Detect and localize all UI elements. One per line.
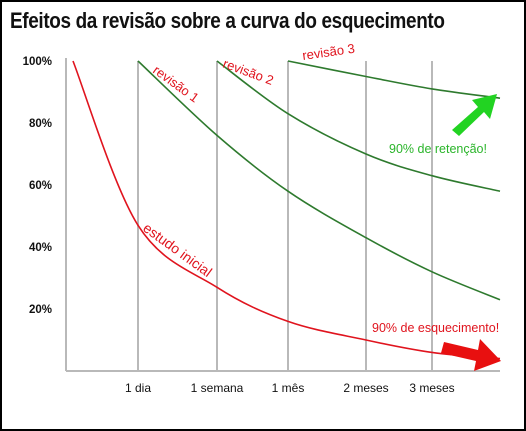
series-label-review-3: revisão 3 xyxy=(301,41,355,63)
x-tick-label-1: 1 semana xyxy=(191,381,244,395)
annotation-retention: 90% de retenção! xyxy=(389,142,487,156)
x-tick-label-2: 1 mês xyxy=(272,381,305,395)
series-label-initial: estudo inicial xyxy=(140,219,215,280)
y-tick-label-2: 60% xyxy=(29,180,52,192)
series-line-review-2 xyxy=(216,60,501,192)
x-tick-label-4: 3 meses xyxy=(409,381,454,395)
y-tick-label-1: 40% xyxy=(29,242,52,254)
x-tick-label-3: 2 meses xyxy=(343,381,388,395)
annotation-forgetting: 90% de esquecimento! xyxy=(372,321,499,335)
series-line-review-1 xyxy=(137,60,501,301)
y-tick-label-0: 20% xyxy=(29,304,52,316)
arrow-up-right-icon xyxy=(452,94,497,136)
series-line-initial xyxy=(72,60,501,360)
series-label-review-1: revisão 1 xyxy=(150,62,201,105)
series-label-review-2: revisão 2 xyxy=(221,56,276,88)
y-tick-label-4: 100% xyxy=(23,56,52,68)
x-tick-label-0: 1 dia xyxy=(125,381,151,395)
y-tick-label-3: 80% xyxy=(29,118,52,130)
chart-title: Efeitos da revisão sobre a curva do esqu… xyxy=(10,8,445,33)
series-line-review-3 xyxy=(287,60,501,99)
arrow-right-icon xyxy=(441,339,501,371)
